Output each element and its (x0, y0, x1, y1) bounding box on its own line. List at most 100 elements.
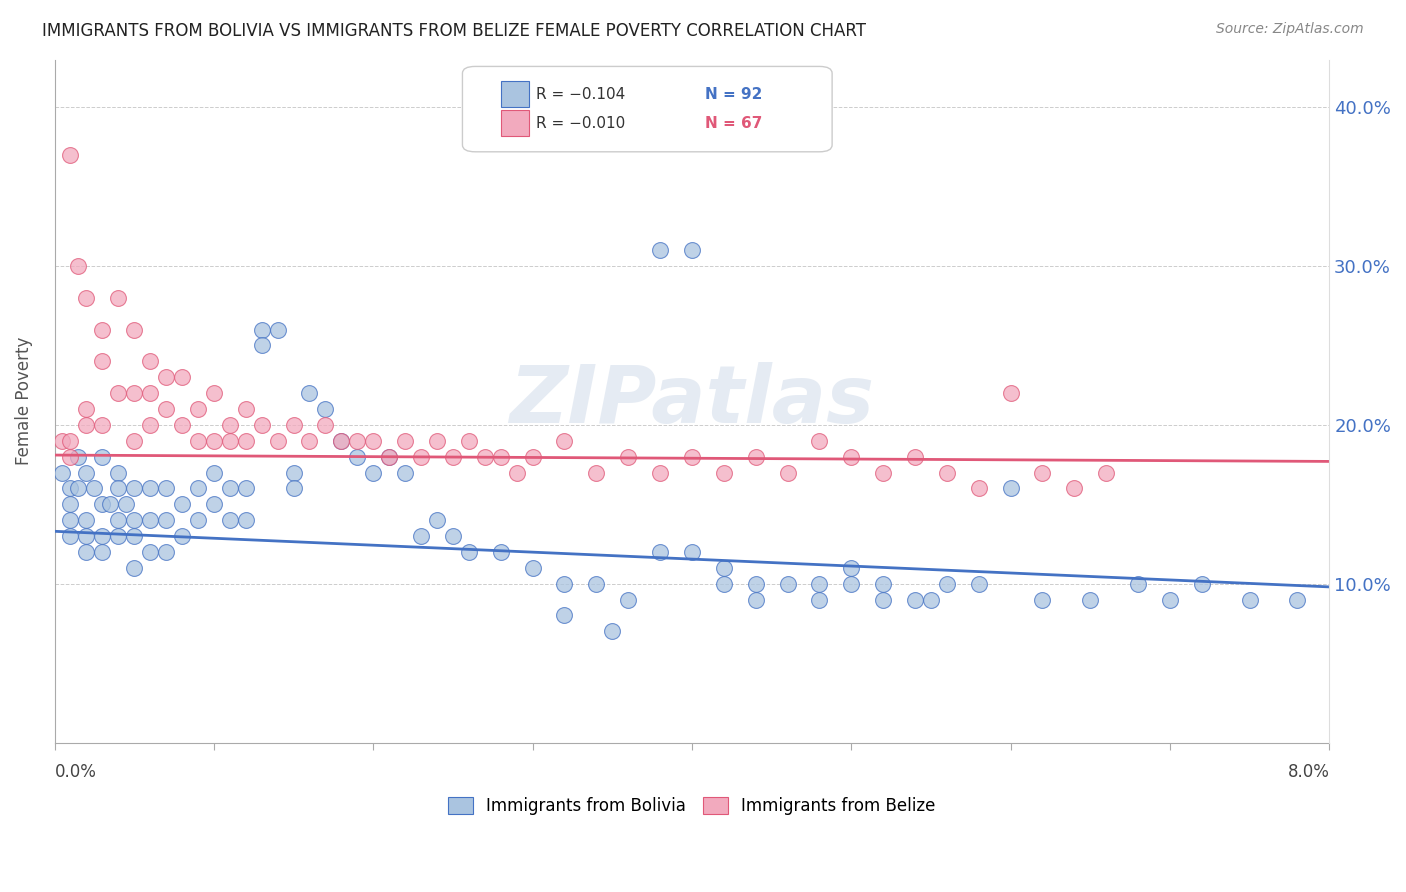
Point (808, 592, 831, 607)
Point (1000, 386, 1022, 401)
Point (155, 482, 177, 496)
Point (170, 417, 193, 432)
Point (426, 434, 449, 448)
Point (283, 466, 305, 480)
Point (872, 576, 894, 591)
Point (235, 402, 257, 417)
Point (361, 466, 384, 480)
Point (59, 482, 82, 496)
Point (67, 259, 90, 273)
Point (218, 434, 240, 448)
Point (91, 323, 114, 337)
Point (266, 434, 288, 448)
Point (91, 450, 114, 464)
Point (298, 434, 321, 448)
Point (218, 417, 240, 432)
Point (378, 450, 401, 464)
Point (75, 545, 97, 559)
Point (713, 466, 735, 480)
Point (170, 370, 193, 384)
Point (489, 450, 512, 464)
Point (59, 450, 82, 464)
Point (67, 450, 90, 464)
Point (75, 529, 97, 543)
Point (681, 243, 703, 257)
Point (51, 466, 73, 480)
Point (59, 497, 82, 511)
Point (346, 450, 368, 464)
Point (67, 482, 90, 496)
Point (122, 561, 145, 575)
Point (314, 402, 336, 417)
Point (648, 466, 671, 480)
Point (51, 434, 73, 448)
Point (361, 434, 384, 448)
Point (904, 450, 927, 464)
Point (904, 592, 927, 607)
Point (330, 434, 353, 448)
Point (394, 466, 416, 480)
Point (139, 545, 162, 559)
Point (187, 513, 209, 527)
Point (107, 482, 129, 496)
Point (489, 545, 512, 559)
Point (872, 466, 894, 480)
Point (713, 561, 735, 575)
Point (553, 576, 575, 591)
Point (91, 354, 114, 368)
Point (91, 529, 114, 543)
Point (935, 576, 957, 591)
Point (187, 402, 209, 417)
Point (935, 466, 957, 480)
Point (681, 450, 703, 464)
Point (967, 576, 990, 591)
Point (139, 513, 162, 527)
Point (681, 545, 703, 559)
Point (648, 545, 671, 559)
Point (122, 482, 145, 496)
Y-axis label: Female Poverty: Female Poverty (15, 337, 32, 466)
Point (218, 513, 240, 527)
Point (808, 434, 831, 448)
Point (441, 529, 464, 543)
Point (122, 529, 145, 543)
Point (202, 466, 225, 480)
Point (1126, 576, 1149, 591)
Point (115, 497, 138, 511)
Point (378, 450, 401, 464)
Point (1063, 482, 1085, 496)
Point (83, 482, 105, 496)
Point (107, 291, 129, 305)
Point (839, 576, 862, 591)
Point (872, 592, 894, 607)
Point (266, 323, 288, 337)
Point (250, 417, 273, 432)
Point (155, 513, 177, 527)
Point (474, 450, 496, 464)
Point (187, 482, 209, 496)
Point (122, 386, 145, 401)
Point (122, 513, 145, 527)
Point (1286, 592, 1309, 607)
Point (202, 386, 225, 401)
Point (713, 576, 735, 591)
Point (744, 450, 766, 464)
Text: Source: ZipAtlas.com: Source: ZipAtlas.com (1216, 22, 1364, 37)
Point (107, 513, 129, 527)
Point (250, 338, 273, 352)
Point (1239, 592, 1261, 607)
Point (744, 592, 766, 607)
Point (155, 545, 177, 559)
Point (139, 386, 162, 401)
Point (283, 482, 305, 496)
Point (967, 482, 990, 496)
Point (75, 417, 97, 432)
Point (107, 529, 129, 543)
Point (122, 323, 145, 337)
Text: 0.0%: 0.0% (55, 763, 97, 781)
Text: R = −0.010: R = −0.010 (536, 116, 626, 130)
Point (202, 497, 225, 511)
Point (91, 417, 114, 432)
Point (346, 434, 368, 448)
Point (98, 497, 121, 511)
